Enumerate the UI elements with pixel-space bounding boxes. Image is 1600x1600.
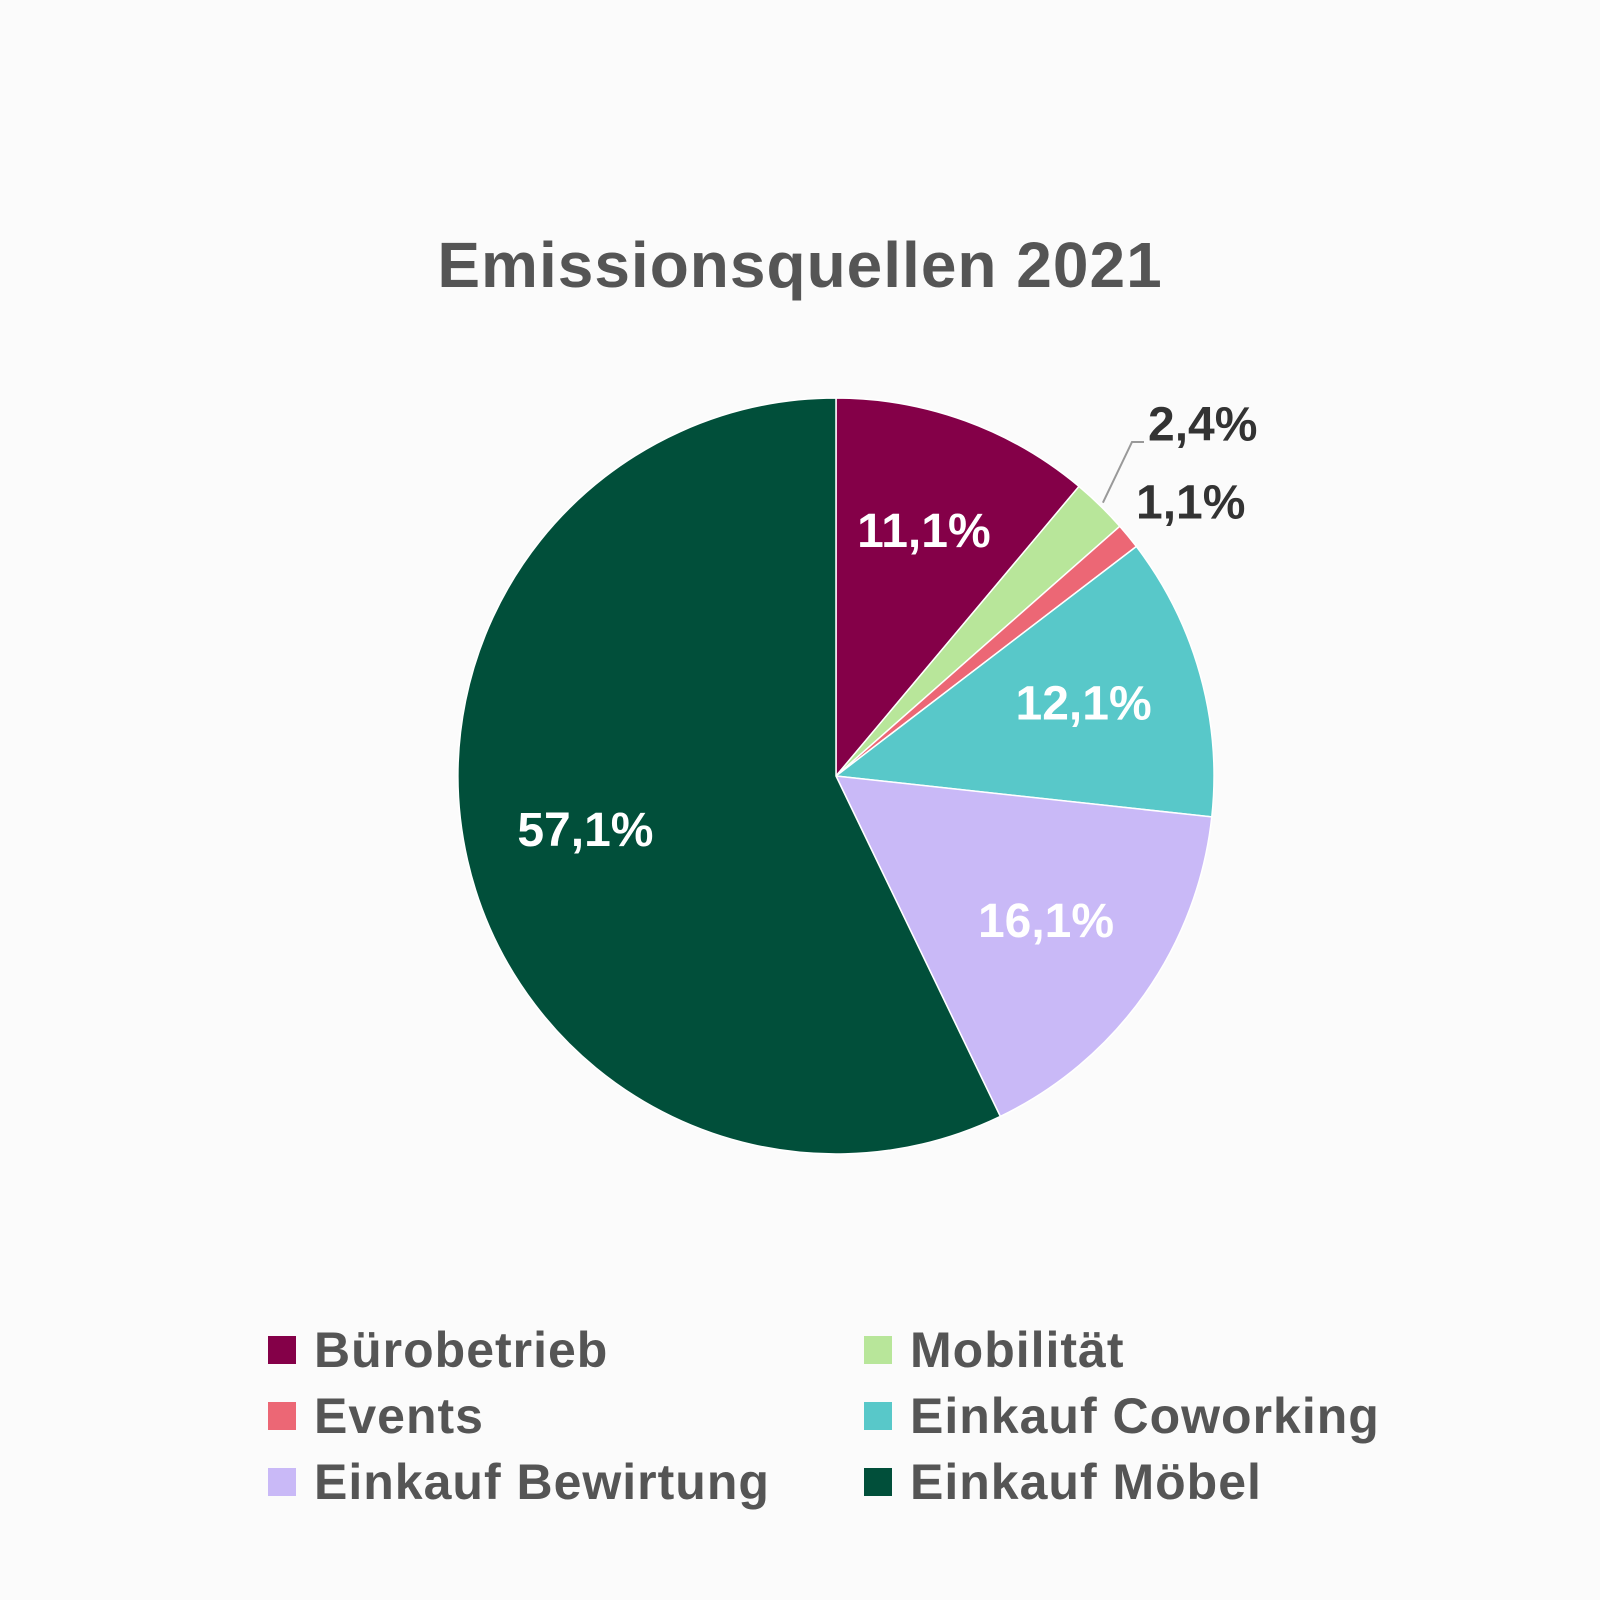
pie-slice-einkauf-bewirtung [834, 775, 1213, 1118]
legend-swatch [864, 1402, 892, 1430]
legend-label: Einkauf Bewirtung [314, 1454, 770, 1510]
data-label-einkauf-mobel: 57,1% [517, 804, 653, 857]
legend-item-mobilitat: Mobilität [864, 1322, 1384, 1378]
chart-title: Emissionsquellen 2021 [437, 229, 1163, 301]
legend-item-events: Events [268, 1388, 864, 1444]
legend-label: Einkauf Coworking [910, 1388, 1380, 1444]
legend-swatch [268, 1468, 296, 1496]
leader-line [1101, 441, 1144, 504]
pie-slice-burobetrieb [835, 397, 1081, 779]
legend-label: Mobilität [910, 1322, 1125, 1378]
pie-slice-einkauf-coworking [834, 545, 1215, 818]
legend-label: Einkauf Möbel [910, 1454, 1262, 1510]
data-label-events: 1,1% [1136, 477, 1245, 530]
legend: Bürobetrieb Mobilität Events Einkauf Cow… [268, 1322, 1418, 1510]
legend-label: Events [314, 1388, 484, 1444]
pie-slice-einkauf-mobel [457, 397, 1002, 1155]
legend-item-burobetrieb: Bürobetrieb [268, 1322, 864, 1378]
legend-item-einkauf-bewirtung: Einkauf Bewirtung [268, 1454, 864, 1510]
legend-label: Bürobetrieb [314, 1322, 609, 1378]
legend-swatch [864, 1336, 892, 1364]
legend-item-einkauf-coworking: Einkauf Coworking [864, 1388, 1384, 1444]
legend-swatch [864, 1468, 892, 1496]
data-label-burobetrieb: 11,1% [857, 505, 990, 558]
legend-item-einkauf-mobel: Einkauf Möbel [864, 1454, 1384, 1510]
data-label-einkauf-bewirtung: 16,1% [978, 895, 1114, 948]
data-label-mobilitat: 2,4% [1148, 399, 1257, 452]
legend-swatch [268, 1336, 296, 1364]
data-label-einkauf-coworking: 12,1% [1016, 678, 1152, 731]
legend-swatch [268, 1402, 296, 1430]
